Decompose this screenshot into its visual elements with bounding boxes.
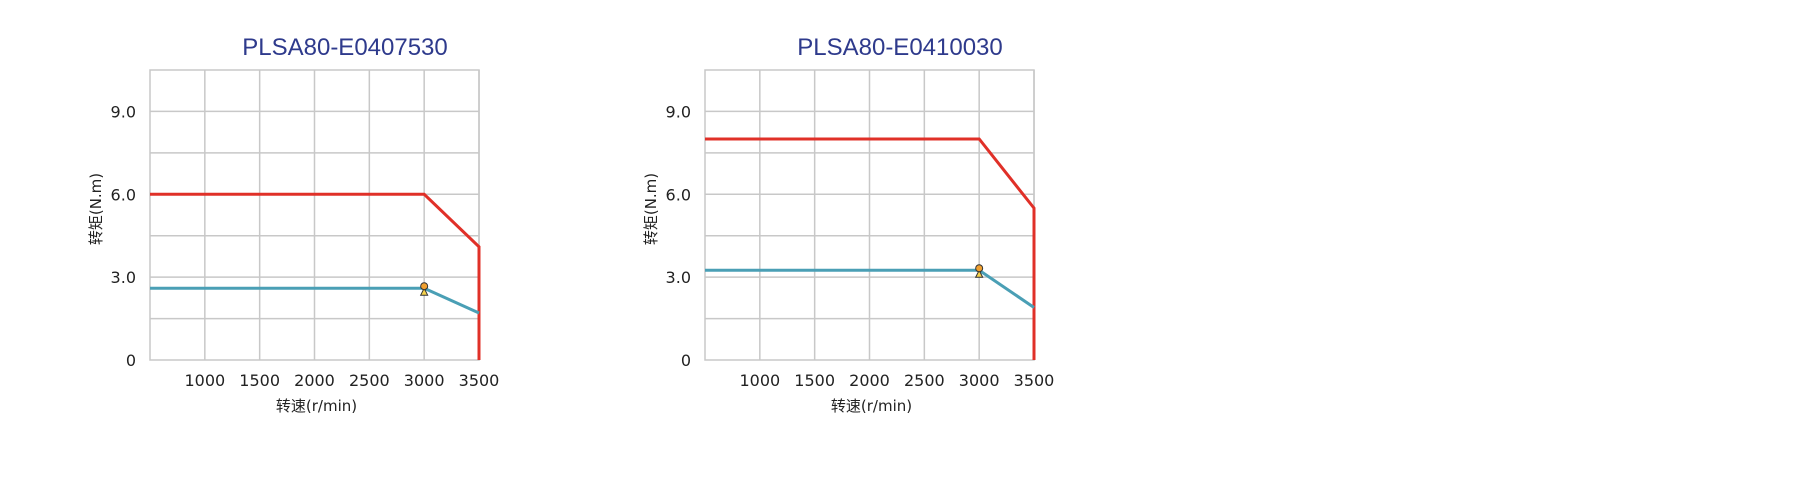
y-tick-label: 6.0 bbox=[111, 185, 136, 204]
x-tick-label: 1000 bbox=[739, 371, 780, 390]
y-tick-label: 0 bbox=[681, 351, 691, 370]
rated-point-triangle bbox=[974, 269, 984, 278]
chart-title: PLSA80-E0410030 bbox=[797, 34, 1003, 61]
y-axis-label: 转矩(N.m) bbox=[87, 173, 105, 245]
peak-torque-line bbox=[705, 137, 1036, 360]
rated-point-marker bbox=[420, 282, 429, 291]
x-tick-label: 2000 bbox=[849, 371, 890, 390]
y-tick-label: 0 bbox=[126, 351, 136, 370]
x-tick-label: 3000 bbox=[959, 371, 1000, 390]
x-tick-label: 2500 bbox=[349, 371, 390, 390]
chart-svg: 1000 1500 2000 2500 3000 3500 0 3.0 6.0 9.0 转速(r/m… bbox=[642, 69, 1055, 415]
y-axis-label: 转矩(N.m) bbox=[642, 173, 660, 245]
chart-svg: 1000 1500 2000 2500 3000 3500 0 3.0 6.0 9.0 转速(r/m… bbox=[87, 69, 500, 415]
y-tick-label: 3.0 bbox=[111, 268, 136, 287]
torque-chart-1: PLSA80-E0407530 1000 1500 2000 2500 3000 3500… bbox=[87, 0, 655, 497]
y-tick-label: 9.0 bbox=[666, 102, 691, 121]
chart-title: PLSA80-E0407530 bbox=[242, 34, 448, 61]
x-tick-label: 3500 bbox=[1014, 371, 1055, 390]
y-tick-label: 3.0 bbox=[666, 268, 691, 287]
x-tick-label: 2500 bbox=[904, 371, 945, 390]
x-axis-label: 转速(r/min) bbox=[276, 397, 357, 415]
x-tick-label: 3000 bbox=[404, 371, 445, 390]
y-tick-label: 6.0 bbox=[666, 185, 691, 204]
peak-torque-line bbox=[150, 192, 481, 360]
x-tick-label: 1000 bbox=[184, 371, 225, 390]
x-tick-label: 2000 bbox=[294, 371, 335, 390]
x-axis-label: 转速(r/min) bbox=[831, 397, 912, 415]
x-tick-label: 1500 bbox=[239, 371, 280, 390]
x-tick-label: 3500 bbox=[459, 371, 500, 390]
rated-point-triangle bbox=[419, 287, 429, 296]
torque-chart-2: PLSA80-E0410030 1000 1500 2000 2500 3000 3500… bbox=[642, 0, 1210, 497]
y-tick-label: 9.0 bbox=[111, 102, 136, 121]
x-tick-label: 1500 bbox=[794, 371, 835, 390]
rated-point-marker bbox=[975, 264, 984, 273]
